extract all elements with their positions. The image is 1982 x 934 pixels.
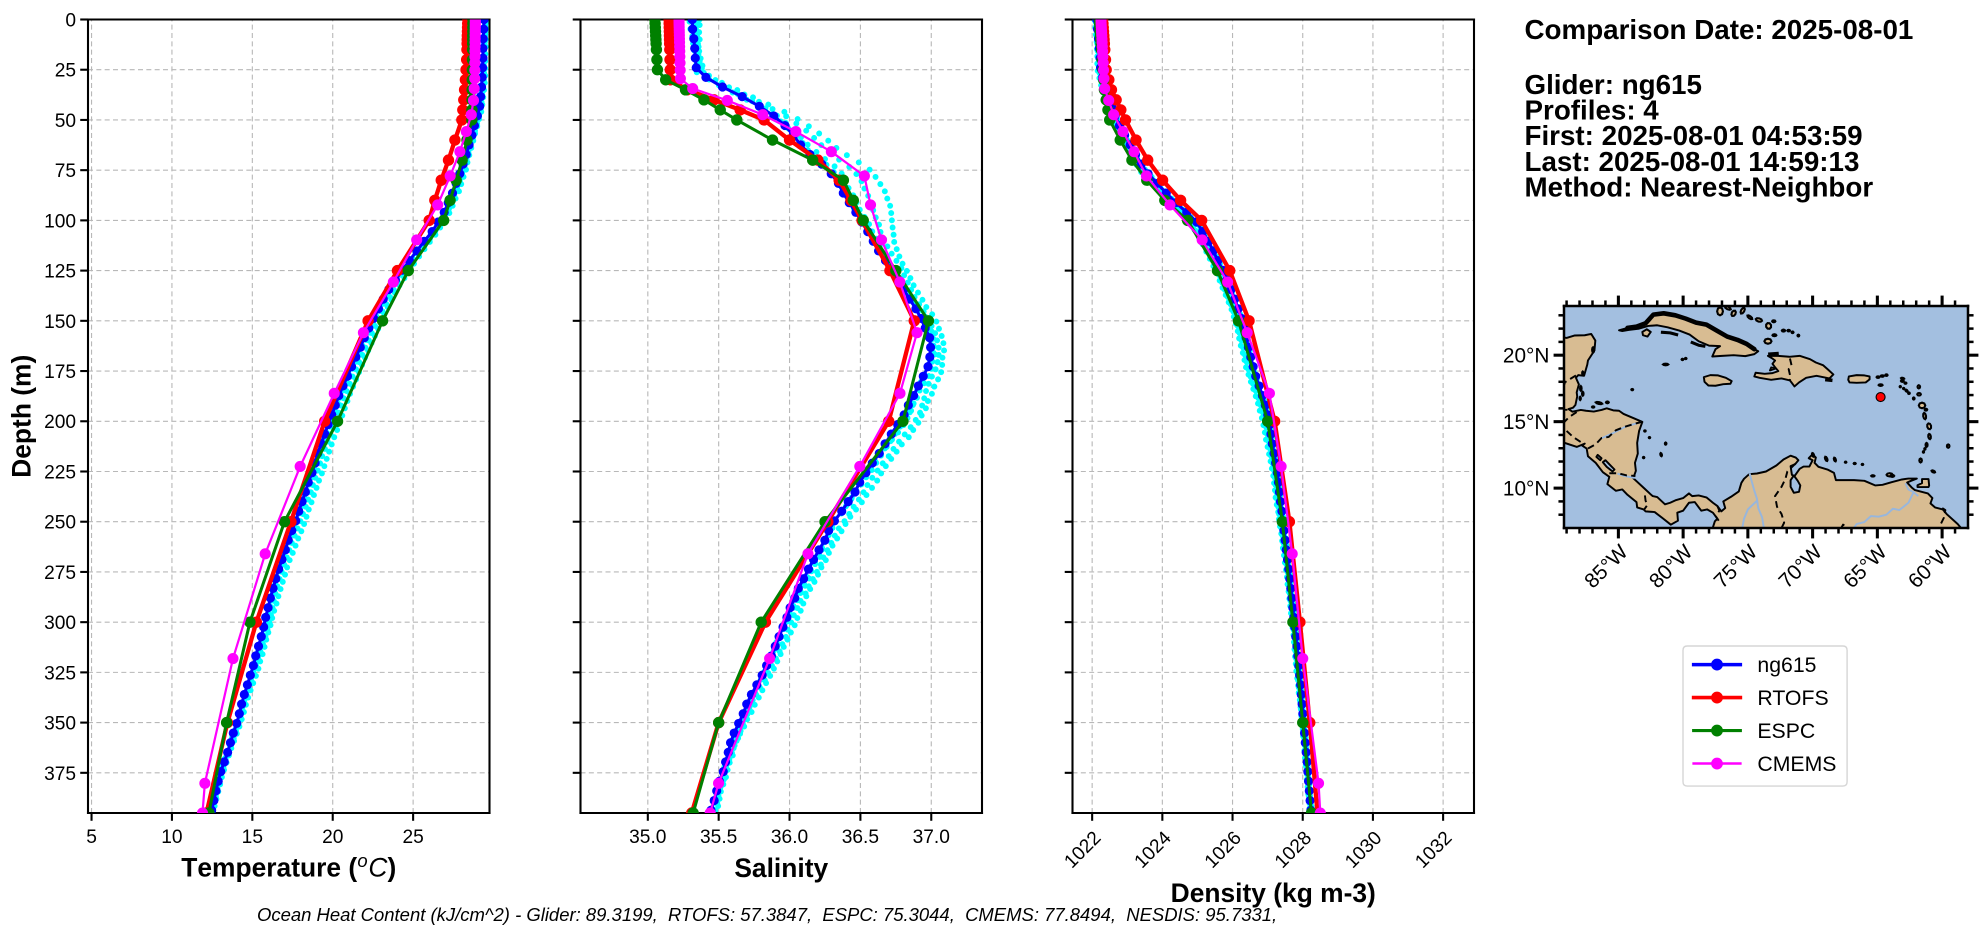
svg-text:20°N: 20°N [1503,345,1550,368]
svg-text:Comparison Date: 2025-08-01: Comparison Date: 2025-08-01 [1525,14,1914,45]
svg-text:Last: 2025-08-01 14:59:13: Last: 2025-08-01 14:59:13 [1525,146,1860,177]
svg-text:200: 200 [44,412,76,433]
svg-text:25: 25 [55,61,76,82]
svg-text:125: 125 [44,262,76,283]
svg-text:225: 225 [44,462,76,483]
svg-text:Density (kg m-3): Density (kg m-3) [1171,878,1376,908]
svg-text:10: 10 [161,827,182,848]
svg-text:T e m p: T e m p e r a t u r e ( ) o C [181,847,440,883]
svg-text:25: 25 [402,827,423,848]
svg-text:Method: Nearest-Neighbor: Method: Nearest-Neighbor [1525,172,1874,203]
svg-text:Ocean Heat Content (kJ/cm^2) -: Ocean Heat Content (kJ/cm^2) - Glider: 8… [257,904,1277,925]
svg-text:RTOFS: RTOFS [1757,686,1828,710]
svg-text:Salinity: Salinity [734,853,828,883]
svg-text:20: 20 [322,827,343,848]
svg-text:250: 250 [44,513,76,534]
svg-text:150: 150 [44,312,76,333]
svg-text:0: 0 [65,10,76,31]
svg-text:5: 5 [86,827,97,848]
svg-text:375: 375 [44,764,76,785]
svg-text:325: 325 [44,663,76,684]
svg-text:36.0: 36.0 [771,827,808,848]
svg-text:275: 275 [44,563,76,584]
svg-text:10°N: 10°N [1503,478,1550,501]
svg-text:15: 15 [242,827,263,848]
svg-text:Glider: ng615: Glider: ng615 [1525,69,1702,100]
svg-text:175: 175 [44,362,76,383]
svg-text:15°N: 15°N [1503,411,1550,434]
svg-text:35.0: 35.0 [629,827,666,848]
svg-text:75: 75 [55,161,76,182]
svg-text:100: 100 [44,211,76,232]
svg-text:50: 50 [55,111,76,132]
svg-text:ESPC: ESPC [1757,719,1815,743]
svg-text:Depth (m): Depth (m) [6,355,36,478]
svg-text:36.5: 36.5 [842,827,879,848]
svg-text:350: 350 [44,714,76,735]
svg-text:First: 2025-08-01 04:53:59: First: 2025-08-01 04:53:59 [1525,120,1863,151]
svg-text:CMEMS: CMEMS [1757,752,1836,776]
svg-text:Profiles: 4: Profiles: 4 [1525,95,1660,126]
svg-text:35.5: 35.5 [700,827,737,848]
svg-text:ng615: ng615 [1757,653,1816,677]
svg-text:37.0: 37.0 [913,827,950,848]
svg-text:300: 300 [44,613,76,634]
